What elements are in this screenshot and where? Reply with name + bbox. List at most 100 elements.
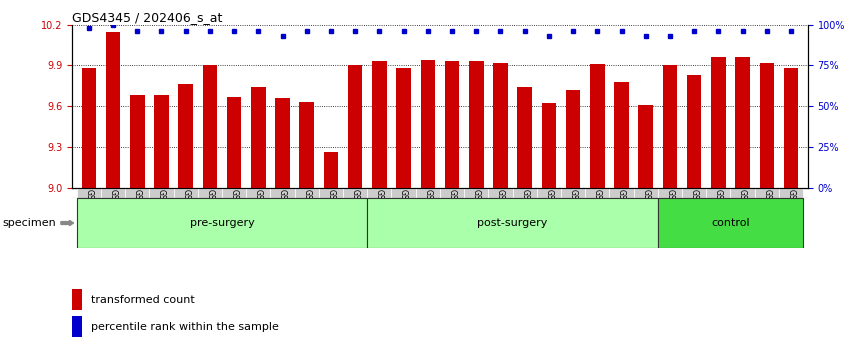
Bar — [662, 65, 677, 188]
Bar — [658, 198, 803, 248]
Bar — [541, 103, 556, 188]
Bar — [518, 87, 532, 188]
Text: GSM842020: GSM842020 — [278, 189, 287, 235]
Text: GSM842029: GSM842029 — [496, 189, 505, 235]
Text: GSM842036: GSM842036 — [666, 189, 674, 235]
Bar — [173, 188, 198, 198]
Bar — [125, 188, 150, 198]
Text: GSM842023: GSM842023 — [351, 189, 360, 235]
Bar — [755, 188, 779, 198]
Bar — [81, 68, 96, 188]
Bar — [372, 62, 387, 188]
Text: percentile rank within the sample: percentile rank within the sample — [91, 322, 278, 332]
Text: GSM842018: GSM842018 — [229, 189, 239, 235]
Bar — [445, 62, 459, 188]
Text: GSM842019: GSM842019 — [254, 189, 263, 235]
Text: GSM842040: GSM842040 — [762, 189, 772, 235]
Bar — [72, 316, 82, 337]
Bar — [590, 64, 605, 188]
Bar — [246, 188, 271, 198]
Text: specimen: specimen — [3, 218, 57, 228]
Text: GSM842028: GSM842028 — [472, 189, 481, 235]
Bar — [77, 188, 101, 198]
Bar — [711, 57, 726, 188]
Text: GSM842034: GSM842034 — [617, 189, 626, 235]
Bar — [275, 98, 290, 188]
Bar — [72, 289, 82, 310]
Bar — [687, 75, 701, 188]
Bar — [488, 188, 513, 198]
Bar — [658, 188, 682, 198]
Bar — [566, 90, 580, 188]
Bar — [585, 188, 609, 198]
Bar — [735, 57, 750, 188]
Text: GSM842032: GSM842032 — [569, 189, 578, 235]
Bar — [106, 32, 120, 188]
Bar — [348, 65, 362, 188]
Bar — [319, 188, 343, 198]
Bar — [420, 60, 435, 188]
Text: GSM842026: GSM842026 — [423, 189, 432, 235]
Text: GSM842033: GSM842033 — [593, 189, 602, 235]
Bar — [513, 188, 536, 198]
Bar — [203, 65, 217, 188]
Bar — [614, 82, 629, 188]
Text: GSM842024: GSM842024 — [375, 189, 384, 235]
Bar — [415, 188, 440, 198]
Bar — [299, 102, 314, 188]
Bar — [77, 198, 367, 248]
Bar — [367, 198, 658, 248]
Bar — [101, 188, 125, 198]
Bar — [392, 188, 415, 198]
Bar — [198, 188, 222, 198]
Text: transformed count: transformed count — [91, 295, 195, 305]
Text: GSM842038: GSM842038 — [714, 189, 722, 235]
Bar — [271, 188, 294, 198]
Text: GSM842022: GSM842022 — [327, 189, 336, 235]
Text: GSM842013: GSM842013 — [108, 189, 118, 235]
Bar — [639, 105, 653, 188]
Text: GSM842012: GSM842012 — [85, 189, 93, 235]
Bar — [130, 95, 145, 188]
Bar — [154, 95, 168, 188]
Bar — [464, 188, 488, 198]
Bar — [324, 152, 338, 188]
Bar — [706, 188, 730, 198]
Bar — [396, 68, 411, 188]
Bar — [222, 188, 246, 198]
Bar — [760, 63, 774, 188]
Bar — [294, 188, 319, 198]
Text: GSM842015: GSM842015 — [157, 189, 166, 235]
Text: GSM842030: GSM842030 — [520, 189, 529, 235]
Bar — [609, 188, 634, 198]
Bar — [343, 188, 367, 198]
Bar — [367, 188, 392, 198]
Bar — [179, 85, 193, 188]
Text: GSM842016: GSM842016 — [181, 189, 190, 235]
Text: post-surgery: post-surgery — [477, 218, 547, 228]
Bar — [634, 188, 658, 198]
Bar — [779, 188, 803, 198]
Bar — [251, 87, 266, 188]
Bar — [440, 188, 464, 198]
Text: GSM842014: GSM842014 — [133, 189, 142, 235]
Text: GDS4345 / 202406_s_at: GDS4345 / 202406_s_at — [72, 11, 222, 24]
Text: GSM842031: GSM842031 — [544, 189, 553, 235]
Text: GSM842017: GSM842017 — [206, 189, 214, 235]
Text: GSM842027: GSM842027 — [448, 189, 457, 235]
Text: GSM842035: GSM842035 — [641, 189, 651, 235]
Text: GSM842037: GSM842037 — [689, 189, 699, 235]
Text: pre-surgery: pre-surgery — [190, 218, 255, 228]
Bar — [730, 188, 755, 198]
Text: GSM842025: GSM842025 — [399, 189, 408, 235]
Bar — [227, 97, 241, 188]
Bar — [561, 188, 585, 198]
Bar — [536, 188, 561, 198]
Text: GSM842021: GSM842021 — [302, 189, 311, 235]
Text: GSM842039: GSM842039 — [738, 189, 747, 235]
Bar — [493, 63, 508, 188]
Text: GSM842041: GSM842041 — [787, 189, 795, 235]
Bar — [783, 68, 799, 188]
Bar — [150, 188, 173, 198]
Bar — [469, 62, 484, 188]
